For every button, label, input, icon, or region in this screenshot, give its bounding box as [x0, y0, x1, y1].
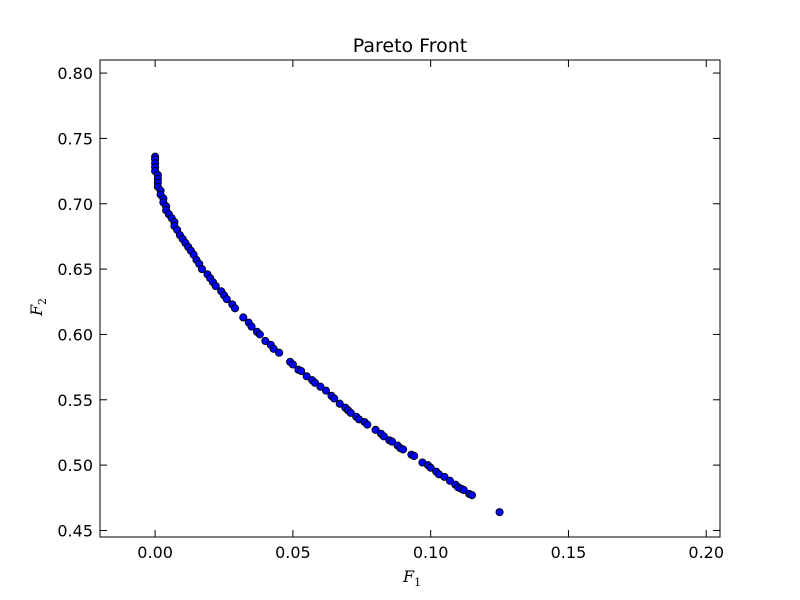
data-point — [197, 265, 207, 274]
data-point — [261, 336, 270, 346]
data-point — [399, 445, 408, 454]
data-point — [495, 508, 504, 517]
data-point — [330, 394, 339, 403]
data-point — [247, 322, 256, 331]
data-point — [459, 485, 468, 495]
y-tick-label: 0.55 — [57, 391, 93, 410]
x-axis-label-main: F — [402, 567, 415, 586]
x-tick-label: 0.00 — [137, 543, 173, 562]
data-point — [211, 282, 220, 291]
data-point — [269, 344, 278, 353]
y-tick-label: 0.75 — [57, 129, 93, 148]
data-point — [310, 378, 319, 387]
y-tick-label: 0.45 — [57, 521, 93, 540]
y-axis-label-main: F — [27, 304, 46, 317]
data-point — [388, 437, 397, 446]
y-axis-label: F2 — [27, 298, 49, 317]
data-point — [426, 463, 435, 472]
data-point — [371, 425, 380, 434]
data-point — [316, 382, 325, 391]
y-tick-label: 0.65 — [57, 260, 93, 279]
data-point — [335, 399, 344, 408]
data-point — [275, 348, 284, 357]
data-point — [230, 304, 240, 313]
y-axis-label-subscript: 2 — [36, 298, 49, 305]
data-point — [297, 366, 306, 376]
data-point — [321, 386, 331, 395]
data-point — [239, 313, 248, 322]
data-point — [440, 472, 449, 481]
x-tick-label: 0.15 — [551, 543, 587, 562]
data-point — [288, 360, 297, 369]
data-point — [302, 372, 311, 381]
data-point — [379, 432, 388, 441]
data-point — [346, 408, 355, 417]
x-tick-label: 0.05 — [275, 543, 311, 562]
data-point — [445, 476, 455, 485]
x-axis-label: F1 — [402, 567, 421, 589]
y-tick-label: 0.60 — [57, 325, 93, 344]
data-point — [410, 451, 419, 461]
y-tick-label: 0.70 — [57, 195, 93, 214]
data-points — [151, 152, 504, 517]
y-tick-label: 0.50 — [57, 456, 93, 475]
data-point — [467, 491, 477, 500]
x-axis-label-subscript: 1 — [414, 576, 421, 589]
data-point — [363, 420, 372, 429]
y-tick-label: 0.80 — [57, 64, 93, 83]
x-axis-ticks: 0.00 0.05 0.10 0.15 0.20 — [137, 60, 724, 562]
plot-frame — [99, 59, 721, 538]
x-tick-label: 0.10 — [413, 543, 449, 562]
data-point — [255, 330, 264, 339]
chart-title: Pareto Front — [353, 35, 468, 57]
data-point — [222, 295, 231, 304]
y-axis-ticks: 0.45 0.50 0.55 0.60 0.65 0.70 0.75 0.80 — [57, 64, 720, 540]
x-tick-label: 0.20 — [688, 543, 724, 562]
